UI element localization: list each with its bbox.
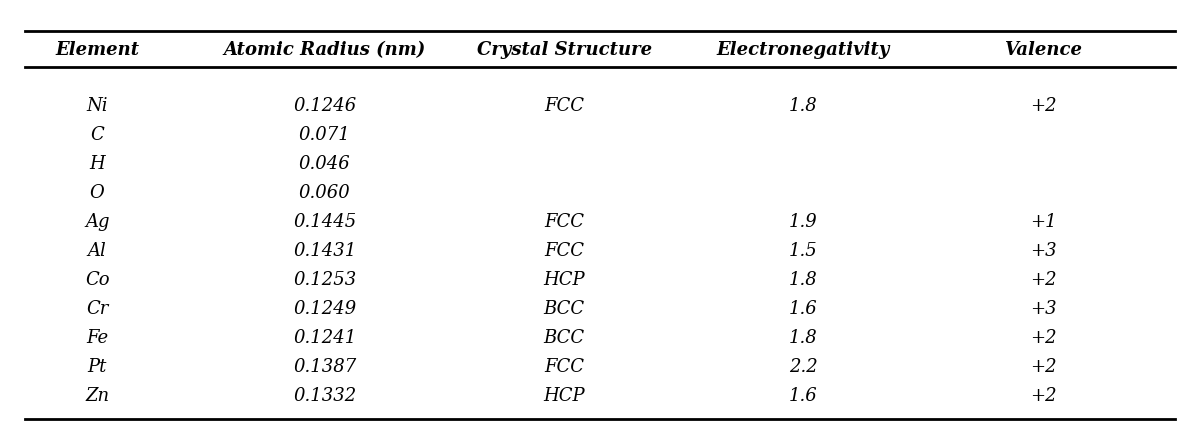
Text: Pt: Pt (88, 358, 107, 376)
Text: 0.1332: 0.1332 (293, 387, 356, 405)
Text: +3: +3 (1030, 242, 1056, 260)
Text: Zn: Zn (85, 387, 109, 405)
Text: Ag: Ag (85, 213, 109, 231)
Text: 0.046: 0.046 (299, 155, 350, 173)
Text: 0.1249: 0.1249 (293, 300, 356, 318)
Text: 2.2: 2.2 (790, 358, 818, 376)
Text: +1: +1 (1030, 213, 1056, 231)
Text: Crystal Structure: Crystal Structure (476, 42, 652, 59)
Text: FCC: FCC (544, 242, 584, 260)
Text: FCC: FCC (544, 213, 584, 231)
Text: C: C (90, 126, 104, 144)
Text: 1.5: 1.5 (790, 242, 818, 260)
Text: Element: Element (55, 42, 139, 59)
Text: 1.8: 1.8 (790, 271, 818, 289)
Text: BCC: BCC (544, 300, 584, 318)
Text: Valence: Valence (1004, 42, 1082, 59)
Text: +2: +2 (1030, 271, 1056, 289)
Text: 0.1241: 0.1241 (293, 329, 356, 347)
Text: Ni: Ni (86, 97, 108, 115)
Text: Al: Al (88, 242, 107, 260)
Text: 1.6: 1.6 (790, 300, 818, 318)
Text: Cr: Cr (86, 300, 108, 318)
Text: 0.1253: 0.1253 (293, 271, 356, 289)
Text: 0.071: 0.071 (299, 126, 350, 144)
Text: Electronegativity: Electronegativity (716, 42, 890, 59)
Text: +2: +2 (1030, 97, 1056, 115)
Text: FCC: FCC (544, 97, 584, 115)
Text: +3: +3 (1030, 300, 1056, 318)
Text: +2: +2 (1030, 358, 1056, 376)
Text: FCC: FCC (544, 358, 584, 376)
Text: 1.9: 1.9 (790, 213, 818, 231)
Text: +2: +2 (1030, 329, 1056, 347)
Text: HCP: HCP (544, 387, 584, 405)
Text: 0.1387: 0.1387 (293, 358, 356, 376)
Text: 0.1246: 0.1246 (293, 97, 356, 115)
Text: H: H (89, 155, 106, 173)
Text: O: O (90, 184, 104, 202)
Text: HCP: HCP (544, 271, 584, 289)
Text: Atomic Radius (nm): Atomic Radius (nm) (223, 42, 426, 59)
Text: 0.1445: 0.1445 (293, 213, 356, 231)
Text: Co: Co (85, 271, 109, 289)
Text: 0.060: 0.060 (299, 184, 350, 202)
Text: 1.6: 1.6 (790, 387, 818, 405)
Text: Fe: Fe (86, 329, 108, 347)
Text: 1.8: 1.8 (790, 97, 818, 115)
Text: 1.8: 1.8 (790, 329, 818, 347)
Text: 0.1431: 0.1431 (293, 242, 356, 260)
Text: BCC: BCC (544, 329, 584, 347)
Text: +2: +2 (1030, 387, 1056, 405)
